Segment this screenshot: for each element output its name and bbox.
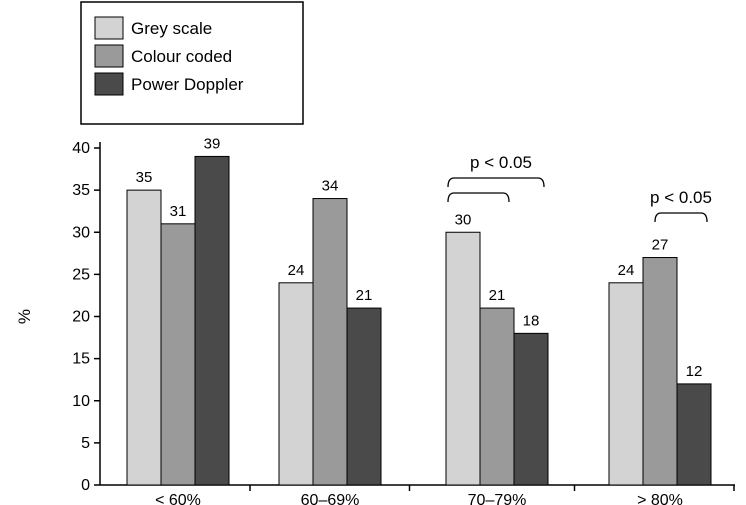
y-tick-label: 25	[72, 266, 90, 283]
bar	[312, 198, 348, 486]
significance-bracket	[447, 192, 510, 203]
data-label: 27	[652, 237, 669, 254]
y-tick-label: 30	[72, 224, 90, 241]
bar	[278, 282, 314, 486]
y-tick-label: 0	[81, 477, 90, 494]
legend-label: Power Doppler	[131, 75, 244, 94]
legend-swatch	[94, 16, 124, 40]
y-tick-label: 20	[72, 309, 90, 326]
bar	[126, 189, 162, 486]
y-axis-label: %	[15, 309, 34, 324]
legend-label: Grey scale	[131, 19, 212, 38]
bar	[513, 332, 549, 486]
y-tick-label: 40	[72, 140, 90, 157]
legend-swatch	[94, 72, 124, 96]
legend: Grey scale Colour coded Power Doppler	[80, 1, 304, 125]
x-tick-label: < 60%	[155, 492, 201, 505]
data-label: 34	[322, 178, 339, 195]
significance-label: p < 0.05	[650, 188, 712, 207]
data-label: 21	[489, 287, 506, 304]
significance-label: p < 0.05	[470, 153, 532, 172]
bars	[126, 155, 712, 486]
bar	[676, 383, 712, 486]
bar	[479, 307, 515, 486]
bar	[160, 223, 196, 486]
significance-bracket	[654, 212, 708, 223]
data-label: 24	[618, 262, 635, 279]
bar	[608, 282, 644, 486]
data-label: 39	[204, 135, 221, 152]
bar	[445, 231, 481, 486]
x-tick-label: > 80%	[637, 492, 683, 505]
y-tick-label: 5	[81, 435, 90, 452]
x-tick-label: 60–69%	[301, 492, 360, 505]
annotations: p < 0.05 p < 0.05	[447, 153, 712, 223]
data-label: 30	[455, 211, 472, 228]
data-label: 18	[523, 312, 540, 329]
significance-bracket	[447, 177, 545, 188]
data-label: 24	[288, 262, 305, 279]
bar	[642, 257, 678, 486]
y-tick-label: 10	[72, 393, 90, 410]
bar	[346, 307, 382, 486]
data-label: 12	[686, 363, 703, 380]
data-labels: 35 31 39 24 34 21 30 21 18 24 27 12	[136, 135, 703, 379]
y-tick-label: 35	[72, 182, 90, 199]
y-tick-label: 15	[72, 351, 90, 368]
bar	[194, 155, 230, 486]
data-label: 35	[136, 169, 153, 186]
x-tick-label: 70–79%	[468, 492, 527, 505]
legend-label: Colour coded	[131, 47, 232, 66]
data-label: 31	[170, 203, 187, 220]
data-label: 21	[356, 287, 373, 304]
legend-swatch	[94, 44, 124, 68]
